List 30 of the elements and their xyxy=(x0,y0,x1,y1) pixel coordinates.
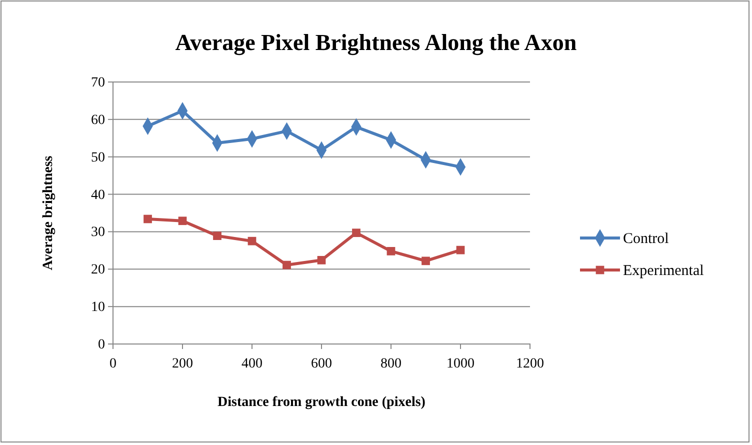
x-tick-label: 600 xyxy=(311,356,332,372)
point xyxy=(248,236,256,246)
x-axis-title: Distance from growth cone (pixels) xyxy=(218,395,426,410)
y-tick-label: 50 xyxy=(91,150,105,166)
point xyxy=(144,214,152,224)
y-tick-label: 40 xyxy=(91,188,105,203)
legend-label: Control xyxy=(623,231,669,247)
y-tick-label: 10 xyxy=(91,300,105,316)
point xyxy=(178,216,187,226)
y-tick-label: 70 xyxy=(91,75,105,90)
x-tick-label: 1200 xyxy=(516,356,544,372)
x-tick-label: 200 xyxy=(172,356,193,372)
point xyxy=(213,232,222,240)
y-axis-title: Average brightness xyxy=(41,155,56,270)
point xyxy=(456,246,465,254)
point xyxy=(386,246,396,256)
x-tick-label: 800 xyxy=(380,356,402,372)
y-tick-label: 20 xyxy=(91,262,105,278)
chart-title: Average Pixel Brightness Along the Axon xyxy=(175,30,577,56)
x-tick-label: 1000 xyxy=(446,356,474,372)
legend-label: Experimental xyxy=(623,263,704,279)
x-tick-label: 400 xyxy=(242,356,262,372)
y-tick-label: 60 xyxy=(91,112,105,128)
x-tick-label: 0 xyxy=(110,356,116,372)
point xyxy=(422,256,430,266)
y-tick-label: 30 xyxy=(91,225,105,240)
point xyxy=(317,256,326,264)
y-tick-label: 0 xyxy=(98,337,105,352)
point xyxy=(352,228,360,238)
point xyxy=(282,260,291,270)
